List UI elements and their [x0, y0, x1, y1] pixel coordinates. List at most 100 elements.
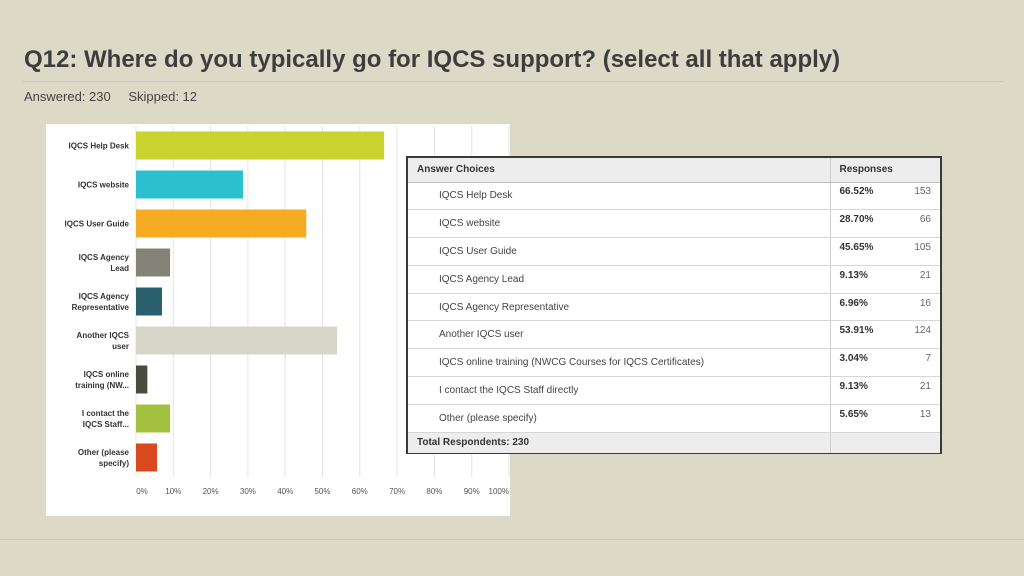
answer-choice: IQCS Agency Representative [408, 293, 830, 321]
answer-choice: IQCS online training (NWCG Courses for I… [408, 349, 830, 377]
response-percent: 6.96% [840, 298, 868, 309]
response-count: 21 [920, 381, 931, 392]
x-tick-label: 20% [203, 487, 219, 496]
category-label: I contact the IQCS Staff... [82, 409, 130, 429]
response-percent: 45.65% [840, 242, 874, 253]
response-cell: 9.13% 21 [830, 265, 940, 293]
answer-choice: IQCS website [408, 210, 830, 238]
bar [136, 249, 170, 277]
category-label-line: IQCS Agency [79, 253, 130, 262]
bar [136, 405, 170, 433]
response-count: 7 [925, 353, 931, 364]
category-label: Another IQCS user [77, 331, 130, 351]
header-answer-choices: Answer Choices [408, 158, 830, 182]
response-count: 153 [914, 186, 931, 197]
total-row: Total Respondents: 230 [408, 432, 940, 453]
category-label-line: IQCS User Guide [65, 220, 130, 229]
table-header-row: Answer Choices Responses [408, 158, 940, 182]
response-summary: Answered: 230 Skipped: 12 [24, 89, 211, 104]
response-cell: 6.96% 16 [830, 293, 940, 321]
x-tick-label: 50% [314, 487, 330, 496]
header-responses: Responses [830, 158, 940, 182]
bar [136, 288, 162, 316]
footer-divider [0, 539, 1024, 540]
response-cell: 3.04% 7 [830, 349, 940, 377]
category-label: IQCS online training (NW... [75, 370, 129, 390]
response-count: 105 [914, 242, 931, 253]
category-label-line: training (NW... [75, 381, 129, 390]
table-row: Another IQCS user 53.91% 124 [408, 321, 940, 349]
x-tick-label: 70% [389, 487, 405, 496]
page-title: Q12: Where do you typically go for IQCS … [24, 46, 840, 74]
category-label-line: specify) [99, 459, 130, 468]
responses-table-panel: Answer Choices Responses IQCS Help Desk 6… [406, 156, 942, 454]
responses-table: Answer Choices Responses IQCS Help Desk 6… [408, 158, 940, 453]
answered-count: Answered: 230 [24, 89, 111, 104]
response-cell: 5.65% 13 [830, 404, 940, 432]
category-label-line: user [112, 342, 129, 351]
response-count: 124 [914, 325, 931, 336]
total-respondents: Total Respondents: 230 [408, 432, 830, 453]
total-empty-cell [830, 432, 940, 453]
category-label-line: IQCS online [84, 370, 130, 379]
bar [136, 444, 157, 472]
category-label: IQCS Agency Representative [72, 292, 130, 312]
x-tick-label: 0% [136, 487, 148, 496]
bar [136, 327, 337, 355]
skipped-count: Skipped: 12 [128, 89, 197, 104]
table-row: IQCS Agency Representative 6.96% 16 [408, 293, 940, 321]
bar [136, 171, 243, 199]
response-count: 13 [920, 409, 931, 420]
response-count: 16 [920, 298, 931, 309]
response-percent: 28.70% [840, 214, 874, 225]
category-label-line: IQCS Help Desk [69, 142, 130, 151]
category-label-line: IQCS Agency [79, 292, 130, 301]
answer-choice: I contact the IQCS Staff directly [408, 377, 830, 405]
category-label-line: IQCS website [78, 181, 130, 190]
category-label-line: Representative [72, 303, 130, 312]
category-label-line: Lead [110, 264, 129, 273]
response-cell: 28.70% 66 [830, 210, 940, 238]
response-percent: 9.13% [840, 381, 868, 392]
category-label: IQCS Agency Lead [79, 253, 130, 273]
x-tick-label: 60% [352, 487, 368, 496]
table-row: IQCS online training (NWCG Courses for I… [408, 349, 940, 377]
answer-choice: IQCS Agency Lead [408, 265, 830, 293]
response-count: 21 [920, 270, 931, 281]
response-percent: 66.52% [840, 186, 874, 197]
response-percent: 9.13% [840, 270, 868, 281]
table-row: IQCS website 28.70% 66 [408, 210, 940, 238]
category-label: IQCS Help Desk [69, 142, 130, 151]
response-cell: 45.65% 105 [830, 238, 940, 266]
title-divider [22, 81, 1004, 82]
category-label: Other (please specify) [78, 448, 130, 468]
x-tick-label: 10% [165, 487, 181, 496]
category-label: IQCS User Guide [65, 220, 130, 229]
category-label-line: Other (please [78, 448, 130, 457]
response-count: 66 [920, 214, 931, 225]
response-cell: 53.91% 124 [830, 321, 940, 349]
x-tick-label: 30% [240, 487, 256, 496]
x-tick-label: 100% [489, 487, 509, 496]
response-percent: 3.04% [840, 353, 868, 364]
response-percent: 53.91% [840, 325, 874, 336]
x-tick-label: 90% [464, 487, 480, 496]
category-label-line: IQCS Staff... [83, 420, 129, 429]
bar [136, 366, 147, 394]
answer-choice: Other (please specify) [408, 404, 830, 432]
answer-choice: Another IQCS user [408, 321, 830, 349]
answer-choice: IQCS Help Desk [408, 182, 830, 210]
table-row: Other (please specify) 5.65% 13 [408, 404, 940, 432]
bar [136, 132, 384, 160]
answer-choice: IQCS User Guide [408, 238, 830, 266]
response-cell: 66.52% 153 [830, 182, 940, 210]
x-tick-label: 40% [277, 487, 293, 496]
x-tick-label: 80% [426, 487, 442, 496]
table-row: IQCS Agency Lead 9.13% 21 [408, 265, 940, 293]
response-cell: 9.13% 21 [830, 377, 940, 405]
category-label: IQCS website [78, 181, 130, 190]
table-row: IQCS Help Desk 66.52% 153 [408, 182, 940, 210]
table-row: IQCS User Guide 45.65% 105 [408, 238, 940, 266]
category-label-line: I contact the [82, 409, 130, 418]
response-percent: 5.65% [840, 409, 868, 420]
